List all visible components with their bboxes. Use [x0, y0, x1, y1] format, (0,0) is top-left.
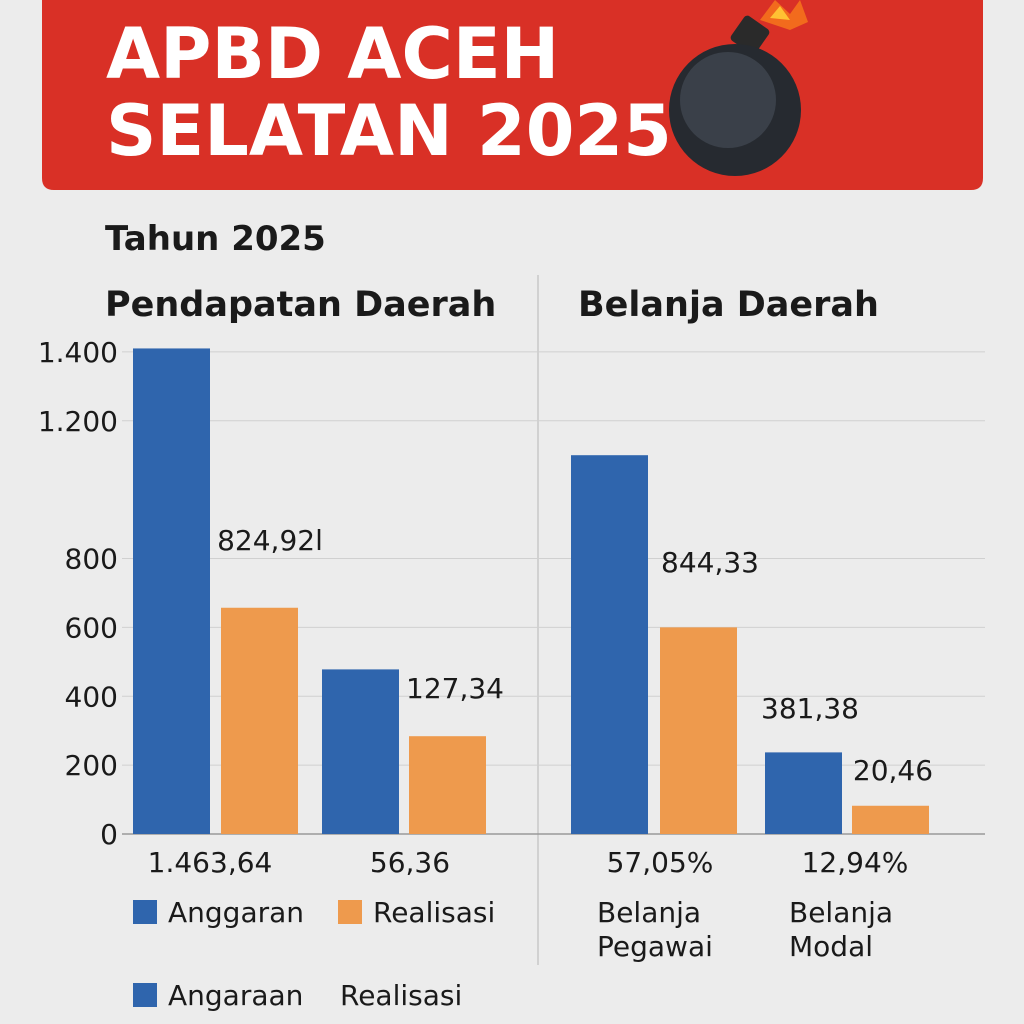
legend-swatch — [133, 900, 157, 924]
x-tick-label: 56,36 — [370, 846, 450, 879]
bar — [221, 607, 298, 834]
data-annotation: 20,46 — [853, 754, 933, 787]
y-tick-label: 600 — [65, 611, 118, 644]
data-annotation: 824,92l — [217, 524, 323, 557]
bar — [765, 752, 842, 834]
footer-legend-label: Angaraan — [168, 979, 303, 1012]
category-note: 57,05% — [607, 846, 714, 879]
legend-label: Anggaran — [168, 896, 304, 929]
legend-swatch — [338, 900, 362, 924]
legend-label: Realisasi — [373, 896, 495, 929]
y-tick-label: 1.200 — [38, 405, 118, 438]
y-tick-label: 1.400 — [38, 336, 118, 369]
y-tick-label: 400 — [65, 680, 118, 713]
chart-title: Pendapatan Daerah — [105, 285, 496, 325]
legend-swatch — [133, 983, 157, 1007]
x-tick-label: Belanja Pegawai — [597, 896, 713, 963]
data-annotation: 127,34 — [406, 672, 504, 705]
title-line: SELATAN 2025 — [106, 90, 672, 172]
category-note: 12,94% — [802, 846, 909, 879]
x-tick-label: 1.463,64 — [148, 846, 273, 879]
data-annotation: 381,38 — [761, 692, 859, 725]
data-annotation: 844,33 — [661, 546, 759, 579]
bar — [133, 348, 210, 834]
y-tick-label: 0 — [100, 818, 118, 851]
bar — [852, 805, 929, 834]
y-tick-label: 200 — [65, 749, 118, 782]
chart-title: Belanja Daerah — [578, 285, 879, 325]
bomb-icon — [669, 0, 808, 176]
bar — [322, 669, 399, 834]
footer-legend-label: Realisasi — [340, 979, 462, 1012]
title-line: APBD ACEH — [106, 13, 559, 95]
bar — [660, 627, 737, 834]
bar — [409, 736, 486, 834]
bar — [571, 455, 648, 834]
x-tick-label: Belanja Modal — [789, 896, 902, 963]
subtitle: Tahun 2025 — [105, 219, 326, 259]
y-tick-label: 800 — [65, 543, 118, 576]
